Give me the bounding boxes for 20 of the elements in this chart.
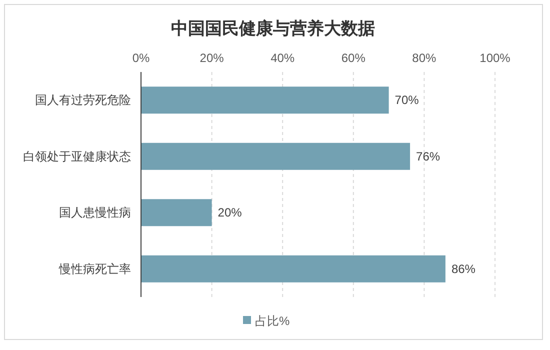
y-tick-label: 国人患慢性病 [59, 206, 131, 220]
x-tick-label: 40% [270, 51, 295, 65]
x-tick-label: 60% [341, 51, 366, 65]
chart-title: 中国国民健康与营养大数据 [171, 19, 375, 38]
y-tick-label: 国人有过劳死危险 [35, 93, 131, 108]
x-tick-label: 100% [480, 51, 511, 65]
data-label: 76% [416, 149, 440, 164]
data-label: 20% [218, 206, 242, 220]
legend-label: 占比% [255, 314, 290, 328]
data-label: 86% [451, 262, 476, 276]
bar [141, 86, 389, 114]
y-tick-label: 白领处于亚健康状态 [23, 149, 131, 164]
y-tick-label: 慢性病死亡率 [58, 262, 131, 276]
x-tick-label: 0% [132, 51, 150, 65]
x-tick-label: 80% [412, 51, 437, 65]
data-label: 70% [394, 93, 420, 108]
bar [141, 255, 446, 282]
x-tick-label: 20% [200, 51, 224, 65]
bar [141, 142, 410, 170]
bar [141, 199, 212, 226]
